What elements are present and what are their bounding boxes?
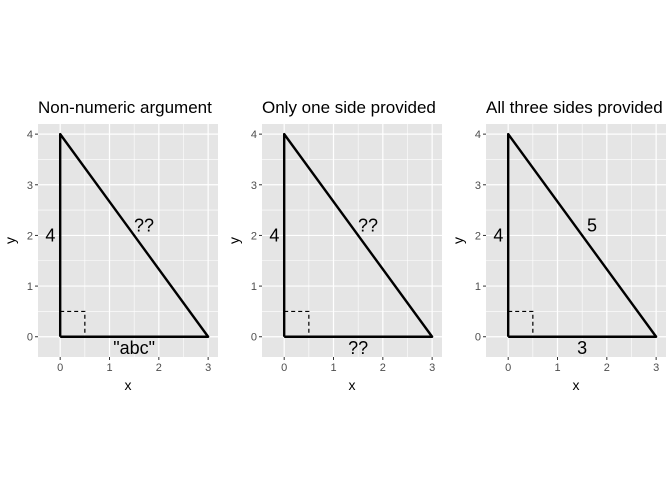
x-tick-label: 2 — [380, 362, 386, 374]
y-tick-label: 2 — [27, 230, 33, 242]
x-tick-label: 1 — [554, 362, 560, 374]
side-label: 4 — [493, 225, 503, 245]
y-axis-label: y — [2, 237, 18, 244]
x-axis-label: x — [125, 377, 132, 393]
side-label: 3 — [577, 338, 587, 358]
y-tick-label: 3 — [475, 180, 481, 192]
y-tick-label: 4 — [475, 129, 481, 141]
y-tick-label: 2 — [251, 230, 257, 242]
panel-title: Non-numeric argument — [38, 98, 212, 117]
y-tick-label: 0 — [251, 332, 257, 344]
side-label: ?? — [134, 215, 154, 235]
x-tick-label: 2 — [156, 362, 162, 374]
panel-1: 4 "abc"?? 0 1 2 3 0 1 2 3 4 x y Non-numeric argument — [2, 98, 218, 393]
panel-2: 4???? 0 1 2 3 0 1 2 3 4 x y Only one side provided — [226, 98, 442, 393]
x-tick-label: 1 — [330, 362, 336, 374]
y-tick-label: 0 — [27, 332, 33, 344]
y-tick-label: 3 — [27, 180, 33, 192]
x-axis-label: x — [349, 377, 356, 393]
y-tick-label: 1 — [251, 281, 257, 293]
triangle-outline — [282, 132, 434, 338]
right-angle-marker — [284, 310, 310, 337]
x-axis-label: x — [573, 377, 580, 393]
x-tick-label: 0 — [281, 362, 287, 374]
panel-title: All three sides provided — [486, 98, 663, 117]
panel-title: Only one side provided — [262, 98, 436, 117]
side-label: ?? — [358, 215, 378, 235]
y-axis-label: y — [226, 237, 242, 244]
y-tick-label: 1 — [27, 281, 33, 293]
x-tick-label: 3 — [205, 362, 211, 374]
right-angle-marker — [508, 310, 534, 337]
side-label: 4 — [45, 225, 55, 245]
x-tick-label: 3 — [653, 362, 659, 374]
y-tick-label: 0 — [475, 332, 481, 344]
triangle-outline — [58, 132, 210, 338]
y-tick-label: 2 — [475, 230, 481, 242]
panel-background — [486, 124, 666, 357]
y-tick-label: 3 — [251, 180, 257, 192]
x-tick-label: 3 — [429, 362, 435, 374]
panel-background — [38, 124, 218, 357]
x-tick-label: 0 — [505, 362, 511, 374]
right-angle-marker — [60, 310, 86, 337]
y-tick-label: 4 — [27, 129, 33, 141]
side-label: "abc" — [113, 338, 155, 358]
x-tick-label: 2 — [604, 362, 610, 374]
side-label: 4 — [269, 225, 279, 245]
side-label: 5 — [587, 215, 597, 235]
side-label: ?? — [348, 338, 368, 358]
y-axis-label: y — [450, 237, 466, 244]
panel-3: 4 3 5 0 1 2 3 0 1 2 3 4 x y All three sides provided — [450, 98, 666, 393]
panel-background — [262, 124, 442, 357]
triangle-outline — [506, 132, 658, 338]
x-tick-label: 1 — [106, 362, 112, 374]
y-tick-label: 4 — [251, 129, 257, 141]
x-tick-label: 0 — [57, 362, 63, 374]
y-tick-label: 1 — [475, 281, 481, 293]
